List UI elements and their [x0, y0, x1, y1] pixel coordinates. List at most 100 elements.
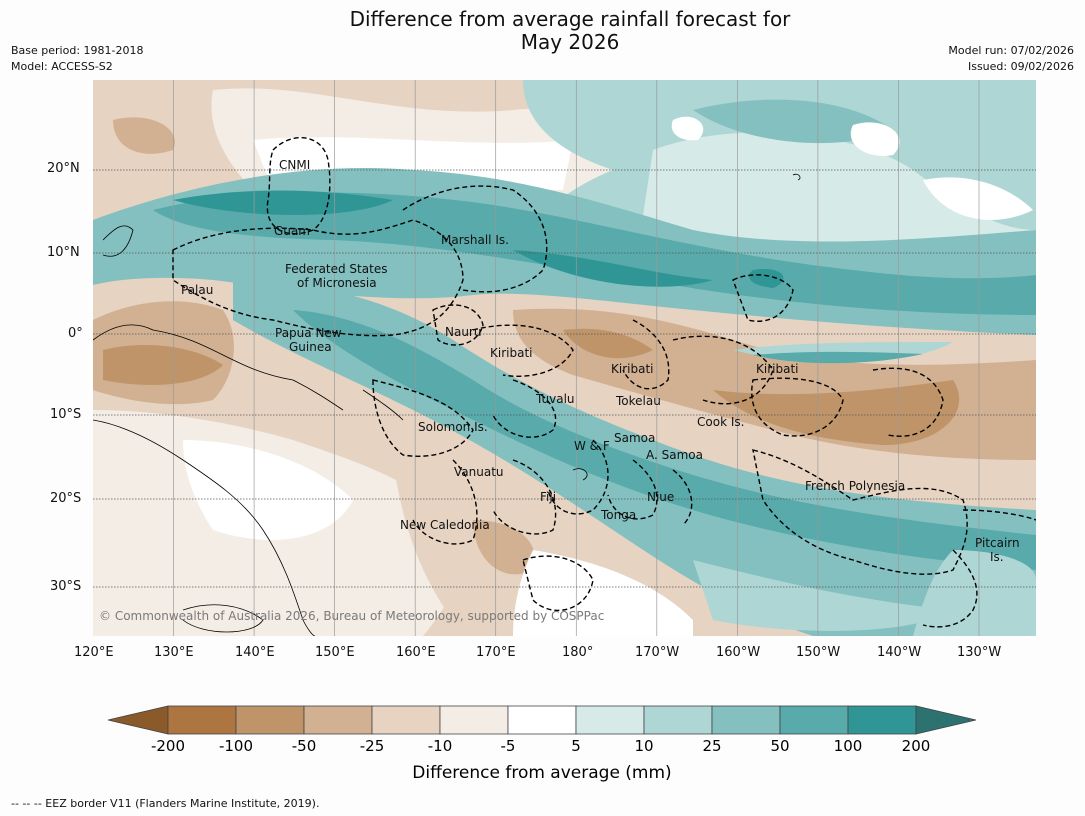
place-vanuatu: Vanuatu [454, 465, 504, 479]
region-ne-white-blob-3 [923, 177, 1033, 220]
lon-tick-160w: 160°W [716, 645, 761, 660]
region-itcz-core-2 [513, 250, 713, 287]
place-cook-is: Cook Is. [697, 415, 744, 429]
chart-title: Difference from average rainfall forecas… [0, 8, 1085, 54]
region-central-dry-core [713, 380, 960, 445]
lon-tick-130w: 130°W [957, 645, 1002, 660]
place-fiji: Fiji [540, 490, 556, 504]
parallel-lines [93, 169, 1036, 588]
place-samoa: Samoa [614, 431, 655, 445]
cb-tick-m50: -50 [292, 737, 317, 755]
place-new-caledonia: New Caledonia [400, 518, 490, 532]
place-nauru: Nauru [445, 325, 481, 339]
colorbar-extend-high [915, 705, 977, 735]
lat-tick-0: 0° [68, 326, 83, 341]
cb-tick-m200: -200 [151, 737, 185, 755]
lat-tick-10s: 10°S [50, 407, 82, 422]
colorbar-swatch [779, 705, 849, 735]
base-period: Base period: 1981-2018 [11, 44, 144, 57]
place-tokelau: Tokelau [615, 394, 661, 408]
place-kiribati-west: Kiribati [490, 346, 532, 360]
lon-tick-170e: 170°E [476, 645, 516, 660]
lon-tick-140e: 140°E [235, 645, 275, 660]
colorbar-swatch [303, 705, 373, 735]
place-fsm-line1: Federated States [285, 262, 387, 276]
colorbar-swatches [107, 705, 977, 735]
meridian-lines [173, 80, 980, 636]
lon-tick-120e: 120°E [74, 645, 114, 660]
meta-right: Model run: 07/02/2026 Issued: 09/02/2026 [948, 43, 1074, 75]
place-labels: CNMI Guam Marshall Is. Federated States … [181, 158, 1020, 564]
lon-tick-160e: 160°E [396, 645, 436, 660]
colorbar-swatch [371, 705, 441, 735]
colorbar-swatch [167, 705, 237, 735]
cb-tick-m10: -10 [428, 737, 453, 755]
place-cnmi: CNMI [279, 158, 310, 172]
title-line-2: May 2026 [520, 30, 620, 54]
region-ne-white-blob-2 [850, 122, 900, 156]
colorbar-extend-low [107, 705, 169, 735]
region-itcz-core-1 [173, 190, 393, 215]
cb-tick-m25: -25 [360, 737, 385, 755]
region-tasman-dry [393, 460, 553, 620]
region-central-dry-patch [563, 328, 653, 359]
cb-tick-200: 200 [902, 737, 931, 755]
model-run: Model run: 07/02/2026 [948, 44, 1074, 57]
place-tonga: Tonga [600, 508, 636, 522]
place-png-line2: Guinea [289, 340, 332, 354]
rainfall-map: CNMI Guam Marshall Is. Federated States … [93, 80, 1036, 636]
colorbar-swatch [439, 705, 509, 735]
lat-tick-10n: 10°N [47, 245, 80, 260]
region-west-dry-core [103, 345, 223, 385]
region-s-light-wet [693, 560, 953, 631]
title-line-1: Difference from average rainfall forecas… [349, 7, 791, 31]
lat-tick-20s: 20°S [50, 491, 82, 506]
colorbar-ticks: -200 -100 -50 -25 -10 -5 5 10 25 50 100 … [151, 737, 930, 755]
region-ne-wet-patch [693, 99, 893, 144]
eez-footnote: -- -- -- EEZ border V11 (Flanders Marine… [11, 797, 320, 810]
lon-tick-180: 180° [562, 645, 594, 660]
cb-tick-25: 25 [702, 737, 721, 755]
place-kiribati-central: Kiribati [611, 362, 653, 376]
cb-tick-m5: -5 [501, 737, 516, 755]
lat-tick-30s: 30°S [50, 579, 82, 594]
place-png-line1: Papua New [275, 326, 342, 340]
place-palau: Palau [181, 283, 213, 297]
issued-date: Issued: 09/02/2026 [967, 60, 1074, 73]
place-tuvalu: Tuvalu [535, 392, 575, 406]
place-solomon-is: Solomon Is. [418, 420, 488, 434]
colorbar-swatch [711, 705, 781, 735]
lon-tick-130e: 130°E [154, 645, 194, 660]
cb-tick-100: 100 [834, 737, 863, 755]
region-central-wet-strip-core [753, 351, 923, 364]
region-sw-white [183, 440, 353, 540]
place-pitcairn-line2: Is. [990, 550, 1004, 564]
cb-tick-10: 10 [634, 737, 653, 755]
place-guam: Guam [274, 224, 310, 238]
place-fsm-line2: of Micronesia [297, 276, 377, 290]
place-niue: Niue [647, 490, 674, 504]
lon-tick-150w: 150°W [796, 645, 841, 660]
place-french-polynesia: French Polynesia [805, 479, 905, 493]
place-kiribati-east: Kiribati [756, 362, 798, 376]
cb-tick-50: 50 [770, 737, 789, 755]
region-itcz-core-3 [749, 269, 784, 288]
colorbar-swatch [847, 705, 917, 735]
colorbar-swatch [507, 705, 577, 735]
copyright-notice: © Commonwealth of Australia 2026, Bureau… [99, 609, 604, 623]
colorbar-label: Difference from average (mm) [412, 763, 671, 783]
cb-tick-m100: -100 [219, 737, 253, 755]
colorbar-swatch [575, 705, 645, 735]
model-name: Model: ACCESS-S2 [11, 60, 113, 73]
colorbar: -200 -100 -50 -25 -10 -5 5 10 25 50 100 … [107, 705, 977, 783]
lon-tick-150e: 150°E [315, 645, 355, 660]
place-american-samoa: A. Samoa [646, 448, 703, 462]
place-wallis-futuna: W & F [574, 439, 610, 453]
region-north-dry-patch [113, 117, 175, 154]
eez-borders [172, 136, 1036, 628]
region-tasman-dry-core [473, 520, 535, 575]
coastlines [93, 173, 801, 636]
lon-tick-170w: 170°W [635, 645, 680, 660]
region-itcz-very-wet [153, 192, 1036, 315]
cb-tick-5: 5 [571, 737, 581, 755]
